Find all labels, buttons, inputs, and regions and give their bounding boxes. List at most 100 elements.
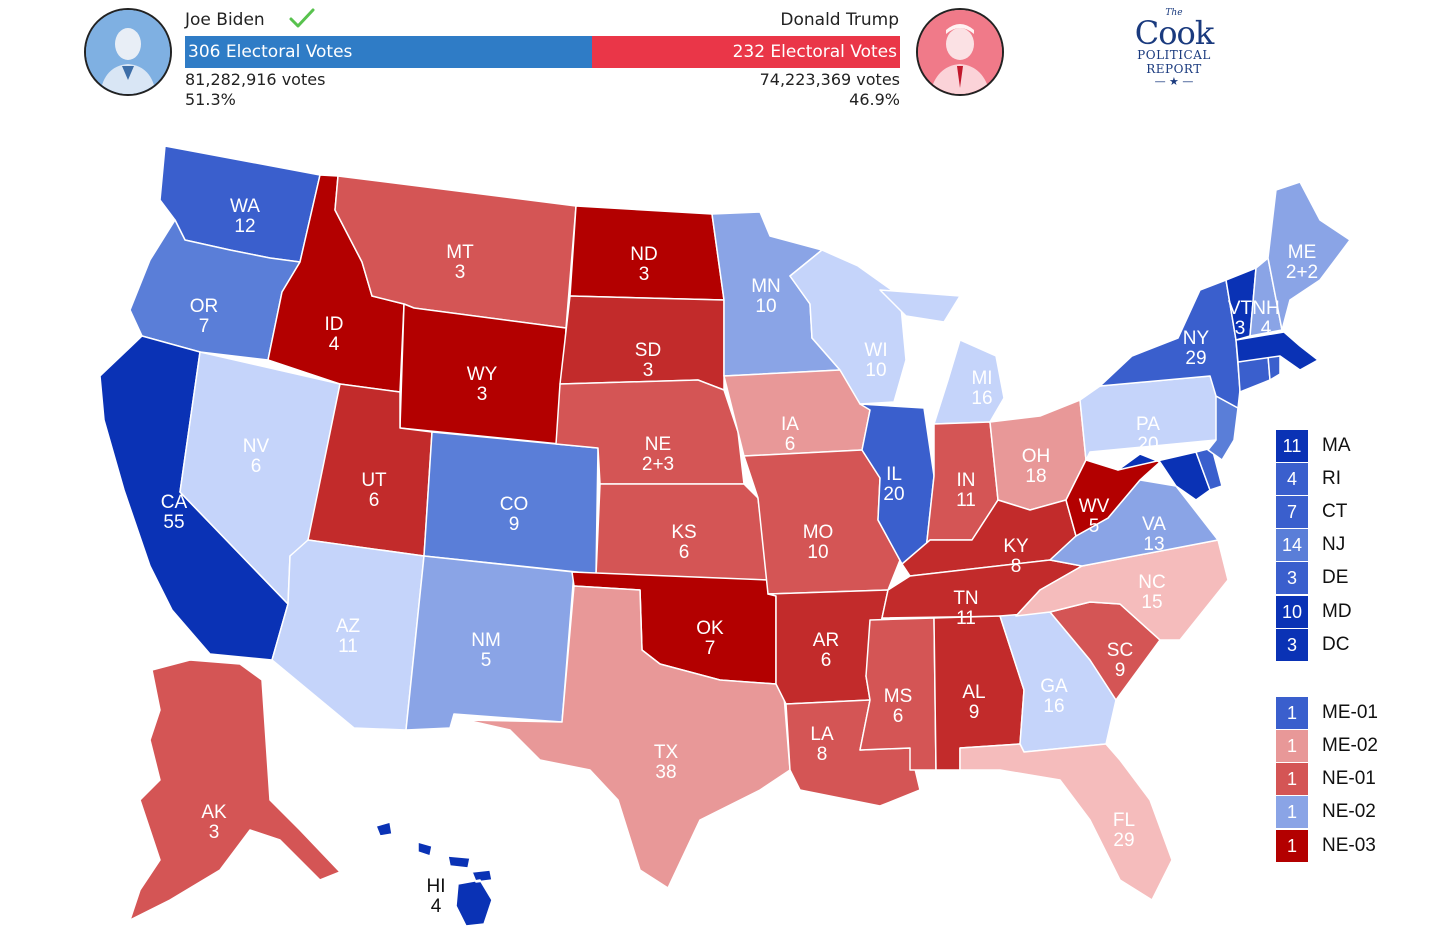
state-label-ev: 6 bbox=[821, 650, 832, 671]
legend-state-code: MA bbox=[1322, 435, 1351, 456]
biden-popular-stats: 81,282,916 votes 51.3% bbox=[185, 70, 325, 110]
state-label-ev: 29 bbox=[1185, 348, 1206, 369]
state-label-code: CO bbox=[500, 494, 529, 515]
state-RI[interactable] bbox=[1267, 355, 1281, 381]
state-label-code: WY bbox=[467, 364, 498, 385]
state-IL[interactable] bbox=[859, 403, 935, 565]
state-label-ev: 18 bbox=[1025, 466, 1046, 487]
state-HI[interactable] bbox=[375, 821, 493, 927]
state-label-code: KY bbox=[1003, 536, 1029, 557]
state-label-ev: 6 bbox=[893, 706, 904, 727]
state-label-ev: 15 bbox=[1141, 592, 1162, 613]
state-label-code: MN bbox=[751, 276, 781, 297]
state-label-ev: 4 bbox=[1261, 318, 1272, 339]
state-label-code: TX bbox=[654, 742, 679, 763]
legend-ev-box: 14 bbox=[1276, 529, 1308, 561]
trump-popular-stats: 74,223,369 votes 46.9% bbox=[760, 70, 900, 110]
legend-row[interactable]: 1 ME-01 bbox=[1276, 697, 1436, 729]
legend-row[interactable]: 1 NE-03 bbox=[1276, 830, 1436, 862]
state-label-code: ND bbox=[630, 244, 657, 265]
biden-name: Joe Biden bbox=[185, 10, 265, 30]
state-TX[interactable] bbox=[465, 585, 791, 889]
state-label-ev: 20 bbox=[1137, 434, 1158, 455]
state-label-ev: 12 bbox=[234, 216, 255, 237]
state-label-ev: 10 bbox=[755, 296, 776, 317]
biden-popular-votes: 81,282,916 votes bbox=[185, 70, 326, 89]
state-label-code: ID bbox=[325, 314, 344, 335]
legend-row[interactable]: 1 NE-02 bbox=[1276, 796, 1436, 828]
state-label-code: IN bbox=[957, 470, 976, 491]
state-AK[interactable] bbox=[129, 659, 341, 921]
state-DE[interactable] bbox=[1195, 447, 1223, 491]
state-label-ev: 3 bbox=[639, 264, 650, 285]
state-label-code: OK bbox=[696, 618, 724, 639]
state-FL[interactable] bbox=[959, 743, 1173, 901]
state-label-ev: 16 bbox=[971, 388, 992, 409]
legend-row[interactable]: 4 RI bbox=[1276, 463, 1436, 495]
state-label-ev: 11 bbox=[338, 636, 358, 657]
state-label-ev: 38 bbox=[655, 762, 676, 783]
state-NC[interactable] bbox=[1015, 539, 1229, 641]
state-label-code: UT bbox=[361, 470, 387, 491]
state-ME[interactable] bbox=[1267, 181, 1351, 331]
state-label-ev: 20 bbox=[883, 484, 904, 505]
state-label-ev: 13 bbox=[1143, 534, 1164, 555]
legend-row[interactable]: 1 ME-02 bbox=[1276, 730, 1436, 762]
state-label-ev: 29 bbox=[1113, 830, 1134, 851]
state-label-code: OH bbox=[1022, 446, 1051, 467]
state-label-ev: 16 bbox=[1043, 696, 1064, 717]
legend-ev-box: 3 bbox=[1276, 629, 1308, 661]
state-label-code: VT bbox=[1228, 298, 1253, 319]
state-label-code: VA bbox=[1142, 514, 1166, 535]
state-label-ev: 6 bbox=[785, 434, 796, 455]
state-label-code: WI bbox=[864, 340, 887, 361]
biden-percent: 51.3% bbox=[185, 90, 236, 109]
legend-state-code: NJ bbox=[1322, 534, 1346, 555]
state-label-ev: 8 bbox=[1011, 556, 1022, 577]
legend-row[interactable]: 10 MD bbox=[1276, 596, 1436, 628]
logo-cook: Cook bbox=[1134, 14, 1214, 52]
legend-row[interactable]: 3 DE bbox=[1276, 562, 1436, 594]
legend-ev-box: 4 bbox=[1276, 463, 1308, 495]
legend-row[interactable]: 1 NE-01 bbox=[1276, 763, 1436, 795]
state-label-code: NH bbox=[1252, 298, 1279, 319]
state-label-code: HI bbox=[427, 876, 446, 897]
legend-state-code: RI bbox=[1322, 468, 1341, 489]
state-label-code: WA bbox=[230, 196, 260, 217]
legend-ev-box: 1 bbox=[1276, 763, 1308, 795]
state-label-ev: 9 bbox=[1115, 660, 1126, 681]
state-label-code: IA bbox=[781, 414, 799, 435]
state-label-ev: 3 bbox=[209, 822, 220, 843]
legend-state-code: CT bbox=[1322, 501, 1348, 522]
logo-the: The bbox=[1165, 8, 1183, 18]
state-label-code: FL bbox=[1113, 810, 1135, 831]
state-label-ev: 9 bbox=[969, 702, 980, 723]
legend-ev-box: 1 bbox=[1276, 730, 1308, 762]
state-label-ev: 5 bbox=[481, 650, 492, 671]
state-label-code: MO bbox=[803, 522, 834, 543]
logo-political: POLITICAL bbox=[1137, 48, 1211, 62]
legend-ev-box: 3 bbox=[1276, 562, 1308, 594]
state-label-ev: 9 bbox=[509, 514, 520, 535]
legend-state-code: DC bbox=[1322, 634, 1350, 655]
state-label-ev: 3 bbox=[477, 384, 488, 405]
legend-row[interactable]: 7 CT bbox=[1276, 496, 1436, 528]
state-label-code: AZ bbox=[336, 616, 361, 637]
biden-portrait bbox=[84, 8, 172, 96]
state-MA[interactable] bbox=[1235, 331, 1319, 371]
state-label-ev: 8 bbox=[817, 744, 828, 765]
state-label-ev: 7 bbox=[705, 638, 716, 659]
legend-district-code: NE-02 bbox=[1322, 801, 1376, 822]
state-label-ev: 4 bbox=[329, 334, 340, 355]
check-icon bbox=[289, 8, 315, 28]
legend-row[interactable]: 14 NJ bbox=[1276, 529, 1436, 561]
state-label-ev: 3 bbox=[1235, 318, 1246, 339]
state-label-ev: 6 bbox=[251, 456, 262, 477]
legend-row[interactable]: 11 MA bbox=[1276, 430, 1436, 462]
legend-row[interactable]: 3 DC bbox=[1276, 629, 1436, 661]
trump-percent: 46.9% bbox=[849, 90, 900, 109]
legend-ev-box: 7 bbox=[1276, 496, 1308, 528]
state-label-ev: 2+2 bbox=[1286, 262, 1318, 283]
legend-ev-box: 10 bbox=[1276, 596, 1308, 628]
